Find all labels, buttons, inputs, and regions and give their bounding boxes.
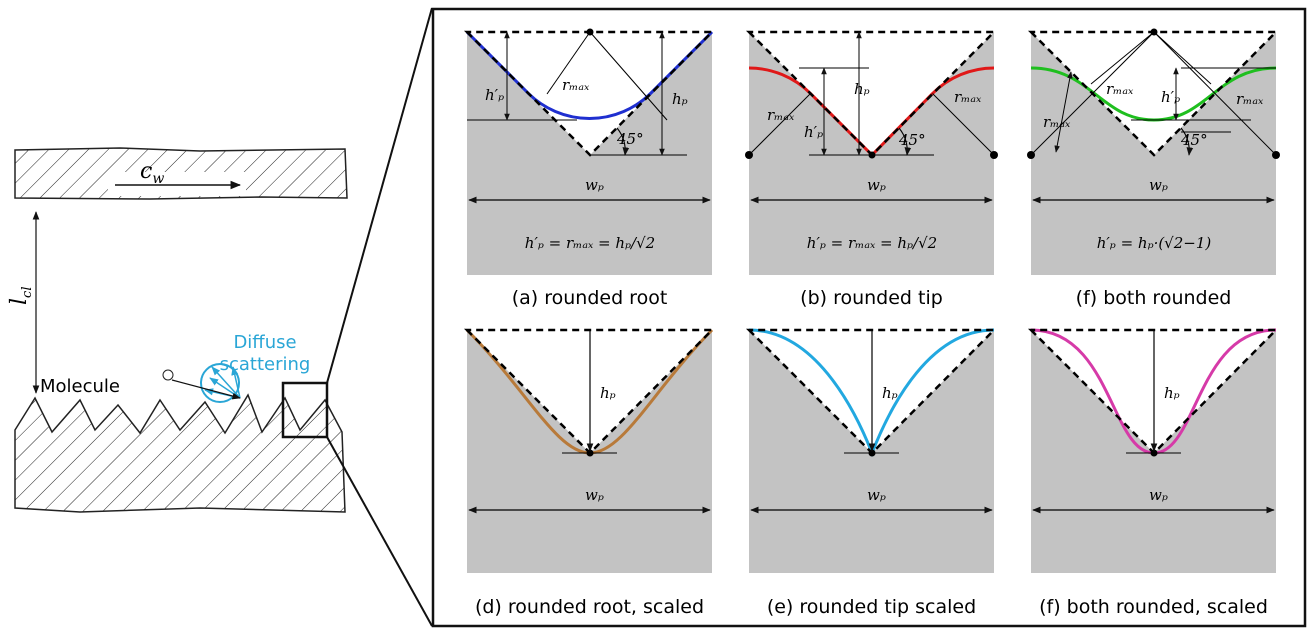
panel: hₚ rₘₐₓ h′ₚ rₘₐₓ 45° wₚ h′ₚ = rₘₐₓ = hₚ/√2	[745, 32, 998, 275]
label: hₚ	[600, 384, 616, 402]
zoom-line	[327, 437, 432, 626]
lower-wall	[15, 395, 345, 512]
label-bg	[108, 172, 246, 196]
label: 45°	[616, 130, 644, 148]
label: h′ₚ	[1161, 88, 1180, 106]
label: 45°	[1180, 131, 1208, 149]
label: rₘₐₓ	[954, 88, 982, 106]
label: rₘₐₓ	[1106, 80, 1134, 98]
label: h′ₚ	[804, 123, 823, 141]
panel-caption: (a) rounded root	[512, 287, 668, 309]
distance-label: lcl	[7, 287, 35, 306]
panel-caption: (f) both rounded, scaled	[1039, 596, 1268, 618]
label: wₚ	[585, 486, 604, 504]
panel: hₚ wₚ	[1031, 330, 1276, 573]
label: hₚ	[672, 90, 688, 108]
panel: hₚ wₚ	[467, 330, 712, 573]
panel-caption: (e) rounded tip scaled	[767, 596, 976, 618]
label: wₚ	[1149, 486, 1168, 504]
label: h′ₚ	[485, 86, 504, 104]
molecule	[163, 370, 173, 380]
label: rₘₐₓ	[1043, 113, 1071, 131]
panel-caption: (d) rounded root, scaled	[475, 596, 704, 618]
label: rₘₐₓ	[767, 106, 795, 124]
label: hₚ	[1164, 384, 1180, 402]
label: rₘₐₓ	[1236, 90, 1264, 108]
label: wₚ	[585, 176, 604, 194]
label: wₚ	[1149, 176, 1168, 194]
panel: h′ₚ rₘₐₓ hₚ 45° wₚ h′ₚ = rₘₐₓ = hₚ/√2	[467, 29, 712, 276]
panel-caption: (f) both rounded	[1076, 287, 1232, 309]
label: hₚ	[854, 80, 870, 98]
page: cw lcl Molecule Diffusescattering h′ₚrₘₐ…	[0, 0, 1307, 628]
label: hₚ	[882, 384, 898, 402]
panel: rₘₐₓ rₘₐₓ h′ₚ rₘₐₓ 45° wₚ h′ₚ = hₚ·(√2−1)	[1027, 29, 1280, 276]
label: rₘₐₓ	[562, 76, 590, 94]
formula: h′ₚ = rₘₐₓ = hₚ/√2	[807, 234, 937, 252]
label: wₚ	[867, 176, 886, 194]
molecule-label: Molecule	[40, 376, 120, 397]
label: wₚ	[867, 486, 886, 504]
formula: h′ₚ = rₘₐₓ = hₚ/√2	[525, 234, 655, 252]
panel-caption: (b) rounded tip	[800, 287, 943, 309]
formula: h′ₚ = hₚ·(√2−1)	[1097, 234, 1212, 252]
label: 45°	[898, 131, 926, 149]
panel: hₚ wₚ	[749, 330, 994, 573]
figure: cw lcl Molecule Diffusescattering h′ₚrₘₐ…	[0, 0, 1307, 628]
